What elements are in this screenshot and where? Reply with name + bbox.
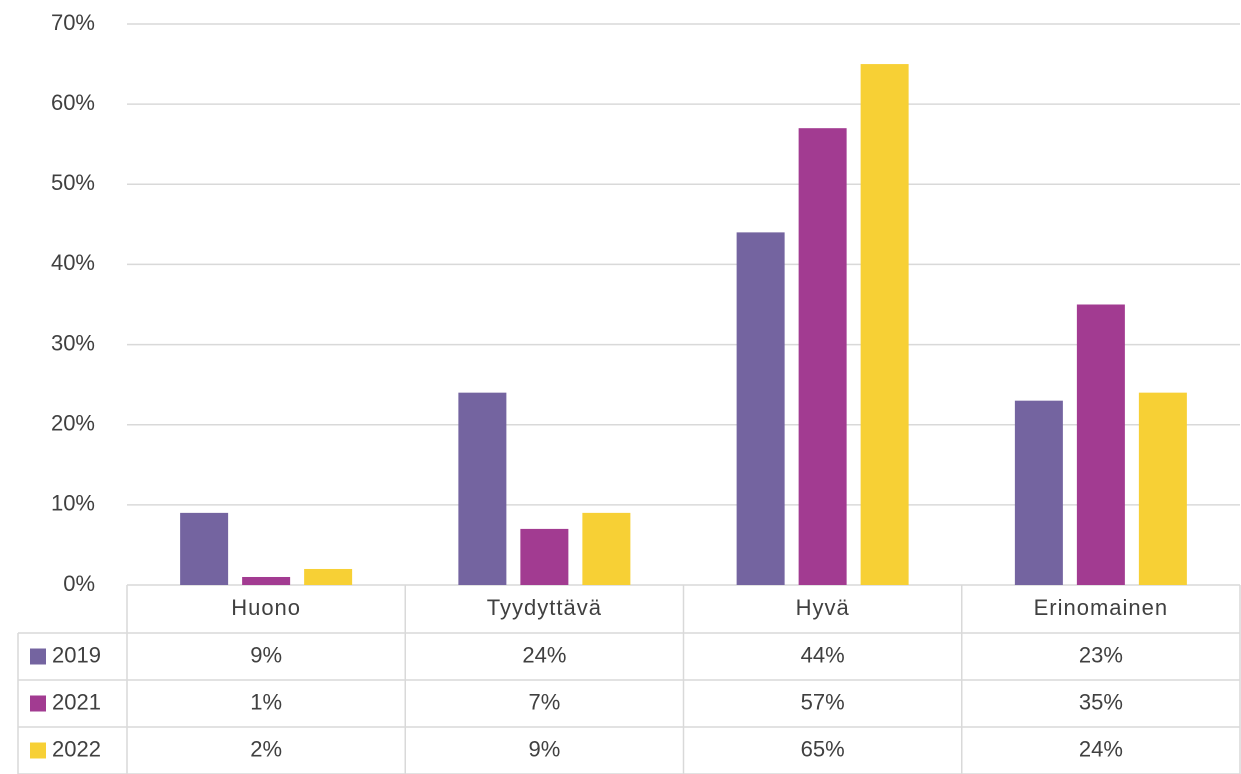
table-value: 2% (250, 736, 282, 761)
table-value: 9% (528, 736, 560, 761)
table-value: 1% (250, 689, 282, 714)
x-tick-label: Hyvä (796, 595, 850, 620)
table-value: 23% (1079, 642, 1123, 667)
x-tick-label: Erinomainen (1034, 595, 1169, 620)
y-tick-label: 40% (51, 250, 95, 275)
bar (1138, 392, 1187, 585)
bar (860, 64, 909, 586)
bar (582, 512, 631, 585)
y-tick-label: 50% (51, 170, 95, 195)
legend-swatch (30, 648, 46, 665)
bar (520, 528, 569, 585)
bar (304, 568, 353, 585)
y-tick-label: 10% (51, 491, 95, 516)
bar (1076, 304, 1125, 585)
bar (736, 232, 785, 585)
table-value: 24% (1079, 736, 1123, 761)
y-tick-label: 20% (51, 411, 95, 436)
y-tick-label: 30% (51, 330, 95, 355)
legend-label: 2021 (52, 689, 101, 714)
x-tick-label: Tyydyttävä (487, 595, 602, 620)
table-value: 35% (1079, 689, 1123, 714)
y-tick-label: 0% (63, 571, 95, 596)
bar (1014, 400, 1063, 585)
x-tick-label: Huono (231, 595, 301, 620)
legend-swatch (30, 742, 46, 759)
legend-label: 2022 (52, 736, 101, 761)
bar (180, 512, 229, 585)
legend-label: 2019 (52, 642, 101, 667)
table-value: 7% (528, 689, 560, 714)
table-value: 24% (522, 642, 566, 667)
y-tick-label: 70% (51, 10, 95, 35)
bar (798, 128, 847, 585)
bar (242, 576, 291, 585)
table-value: 57% (801, 689, 845, 714)
y-tick-label: 60% (51, 90, 95, 115)
table-value: 65% (801, 736, 845, 761)
table-value: 44% (801, 642, 845, 667)
table-value: 9% (250, 642, 282, 667)
bar (458, 392, 507, 585)
legend-swatch (30, 695, 46, 712)
